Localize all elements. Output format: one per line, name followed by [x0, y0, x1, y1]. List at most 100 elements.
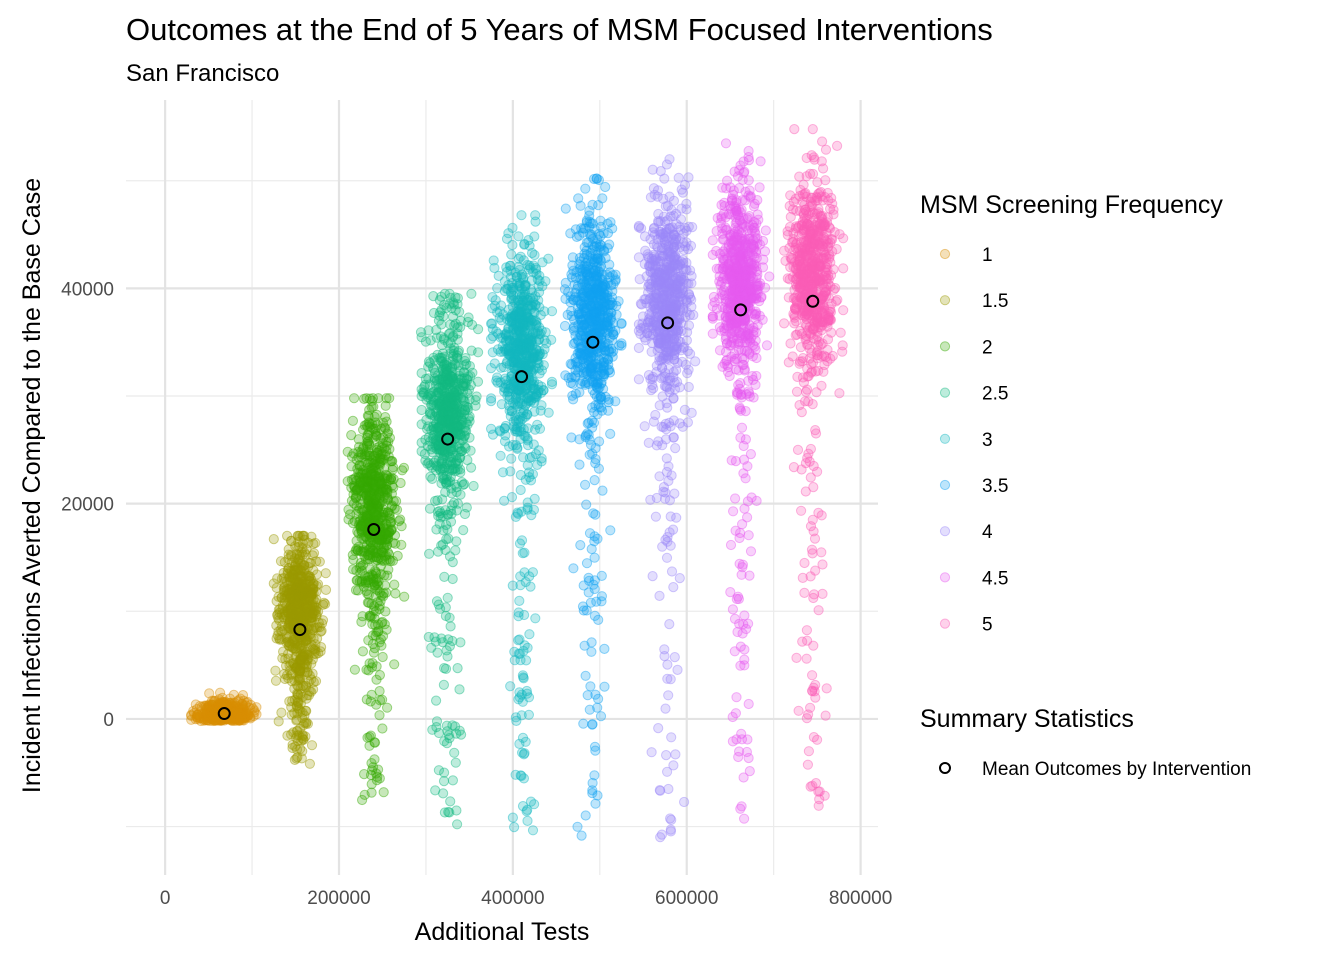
data-point — [596, 596, 607, 607]
data-point — [244, 702, 255, 714]
data-point — [576, 223, 587, 234]
data-point — [546, 379, 558, 390]
data-point — [310, 643, 321, 654]
data-point — [237, 690, 249, 701]
data-point — [579, 319, 590, 330]
data-point — [320, 584, 332, 596]
data-point — [678, 237, 689, 249]
data-point — [567, 260, 578, 271]
data-point — [308, 578, 319, 589]
data-point — [445, 796, 456, 807]
data-point — [514, 595, 525, 607]
data-point — [524, 391, 535, 402]
data-point — [431, 460, 442, 471]
data-point — [245, 712, 256, 723]
data-point — [662, 659, 673, 670]
data-point — [575, 200, 586, 211]
data-point — [201, 704, 213, 716]
data-point — [233, 695, 244, 706]
data-point — [289, 575, 300, 587]
data-point — [499, 423, 510, 434]
data-point — [674, 573, 685, 584]
data-point — [586, 543, 597, 555]
data-point — [515, 580, 526, 591]
data-point — [580, 810, 591, 821]
data-point — [215, 701, 227, 713]
data-point — [638, 322, 649, 333]
data-point — [442, 651, 453, 662]
data-point — [430, 636, 441, 647]
data-point — [233, 715, 244, 726]
data-point — [585, 250, 596, 261]
data-point — [590, 798, 601, 809]
data-point — [205, 712, 216, 723]
data-point — [232, 713, 243, 724]
data-point — [643, 253, 655, 264]
data-point — [668, 415, 679, 426]
data-point — [452, 663, 463, 674]
data-point — [663, 783, 674, 795]
data-point — [229, 713, 240, 724]
data-point — [515, 484, 526, 496]
data-point — [455, 452, 466, 463]
data-point — [371, 409, 382, 420]
data-point — [199, 700, 210, 711]
data-point — [362, 430, 374, 441]
data-point — [669, 236, 680, 248]
data-point — [428, 364, 440, 375]
data-point — [389, 579, 400, 590]
data-point — [188, 706, 199, 717]
data-point — [229, 712, 240, 723]
data-point — [420, 434, 431, 445]
data-point — [443, 328, 455, 339]
data-point — [229, 702, 240, 713]
data-point — [530, 613, 541, 624]
data-point — [504, 405, 515, 416]
data-point — [377, 723, 388, 734]
data-point — [506, 453, 517, 464]
data-point — [272, 573, 283, 584]
data-point — [505, 466, 516, 477]
data-point — [452, 293, 463, 304]
data-point — [588, 266, 599, 277]
data-point — [371, 491, 382, 502]
data-point — [431, 695, 442, 706]
data-point — [207, 714, 218, 725]
data-point — [442, 592, 453, 603]
data-point — [466, 288, 477, 299]
data-point — [231, 714, 242, 725]
data-point — [565, 297, 576, 308]
data-point — [367, 630, 379, 641]
data-point — [672, 664, 683, 676]
data-point — [592, 379, 603, 390]
data-point — [192, 709, 203, 720]
data-point — [276, 707, 287, 718]
data-point — [570, 353, 581, 364]
data-point — [195, 712, 206, 723]
data-point — [663, 690, 674, 701]
data-point — [207, 713, 218, 724]
data-point — [311, 569, 322, 580]
data-point — [452, 498, 463, 509]
data-point — [432, 647, 443, 658]
data-point — [370, 547, 381, 558]
data-point — [436, 291, 447, 302]
data-point — [450, 721, 461, 732]
data-point — [238, 712, 250, 723]
data-point — [203, 701, 214, 713]
data-point — [580, 479, 591, 490]
data-point — [382, 428, 393, 439]
data-point — [524, 629, 535, 640]
data-point — [683, 364, 694, 375]
data-point — [202, 715, 213, 726]
data-point — [650, 409, 661, 421]
data-point — [438, 788, 449, 799]
data-point — [587, 777, 598, 789]
data-point — [486, 396, 497, 407]
data-point — [633, 374, 645, 385]
data-point — [576, 830, 587, 841]
data-point — [526, 314, 537, 325]
data-point — [209, 715, 220, 726]
data-point — [350, 492, 362, 503]
